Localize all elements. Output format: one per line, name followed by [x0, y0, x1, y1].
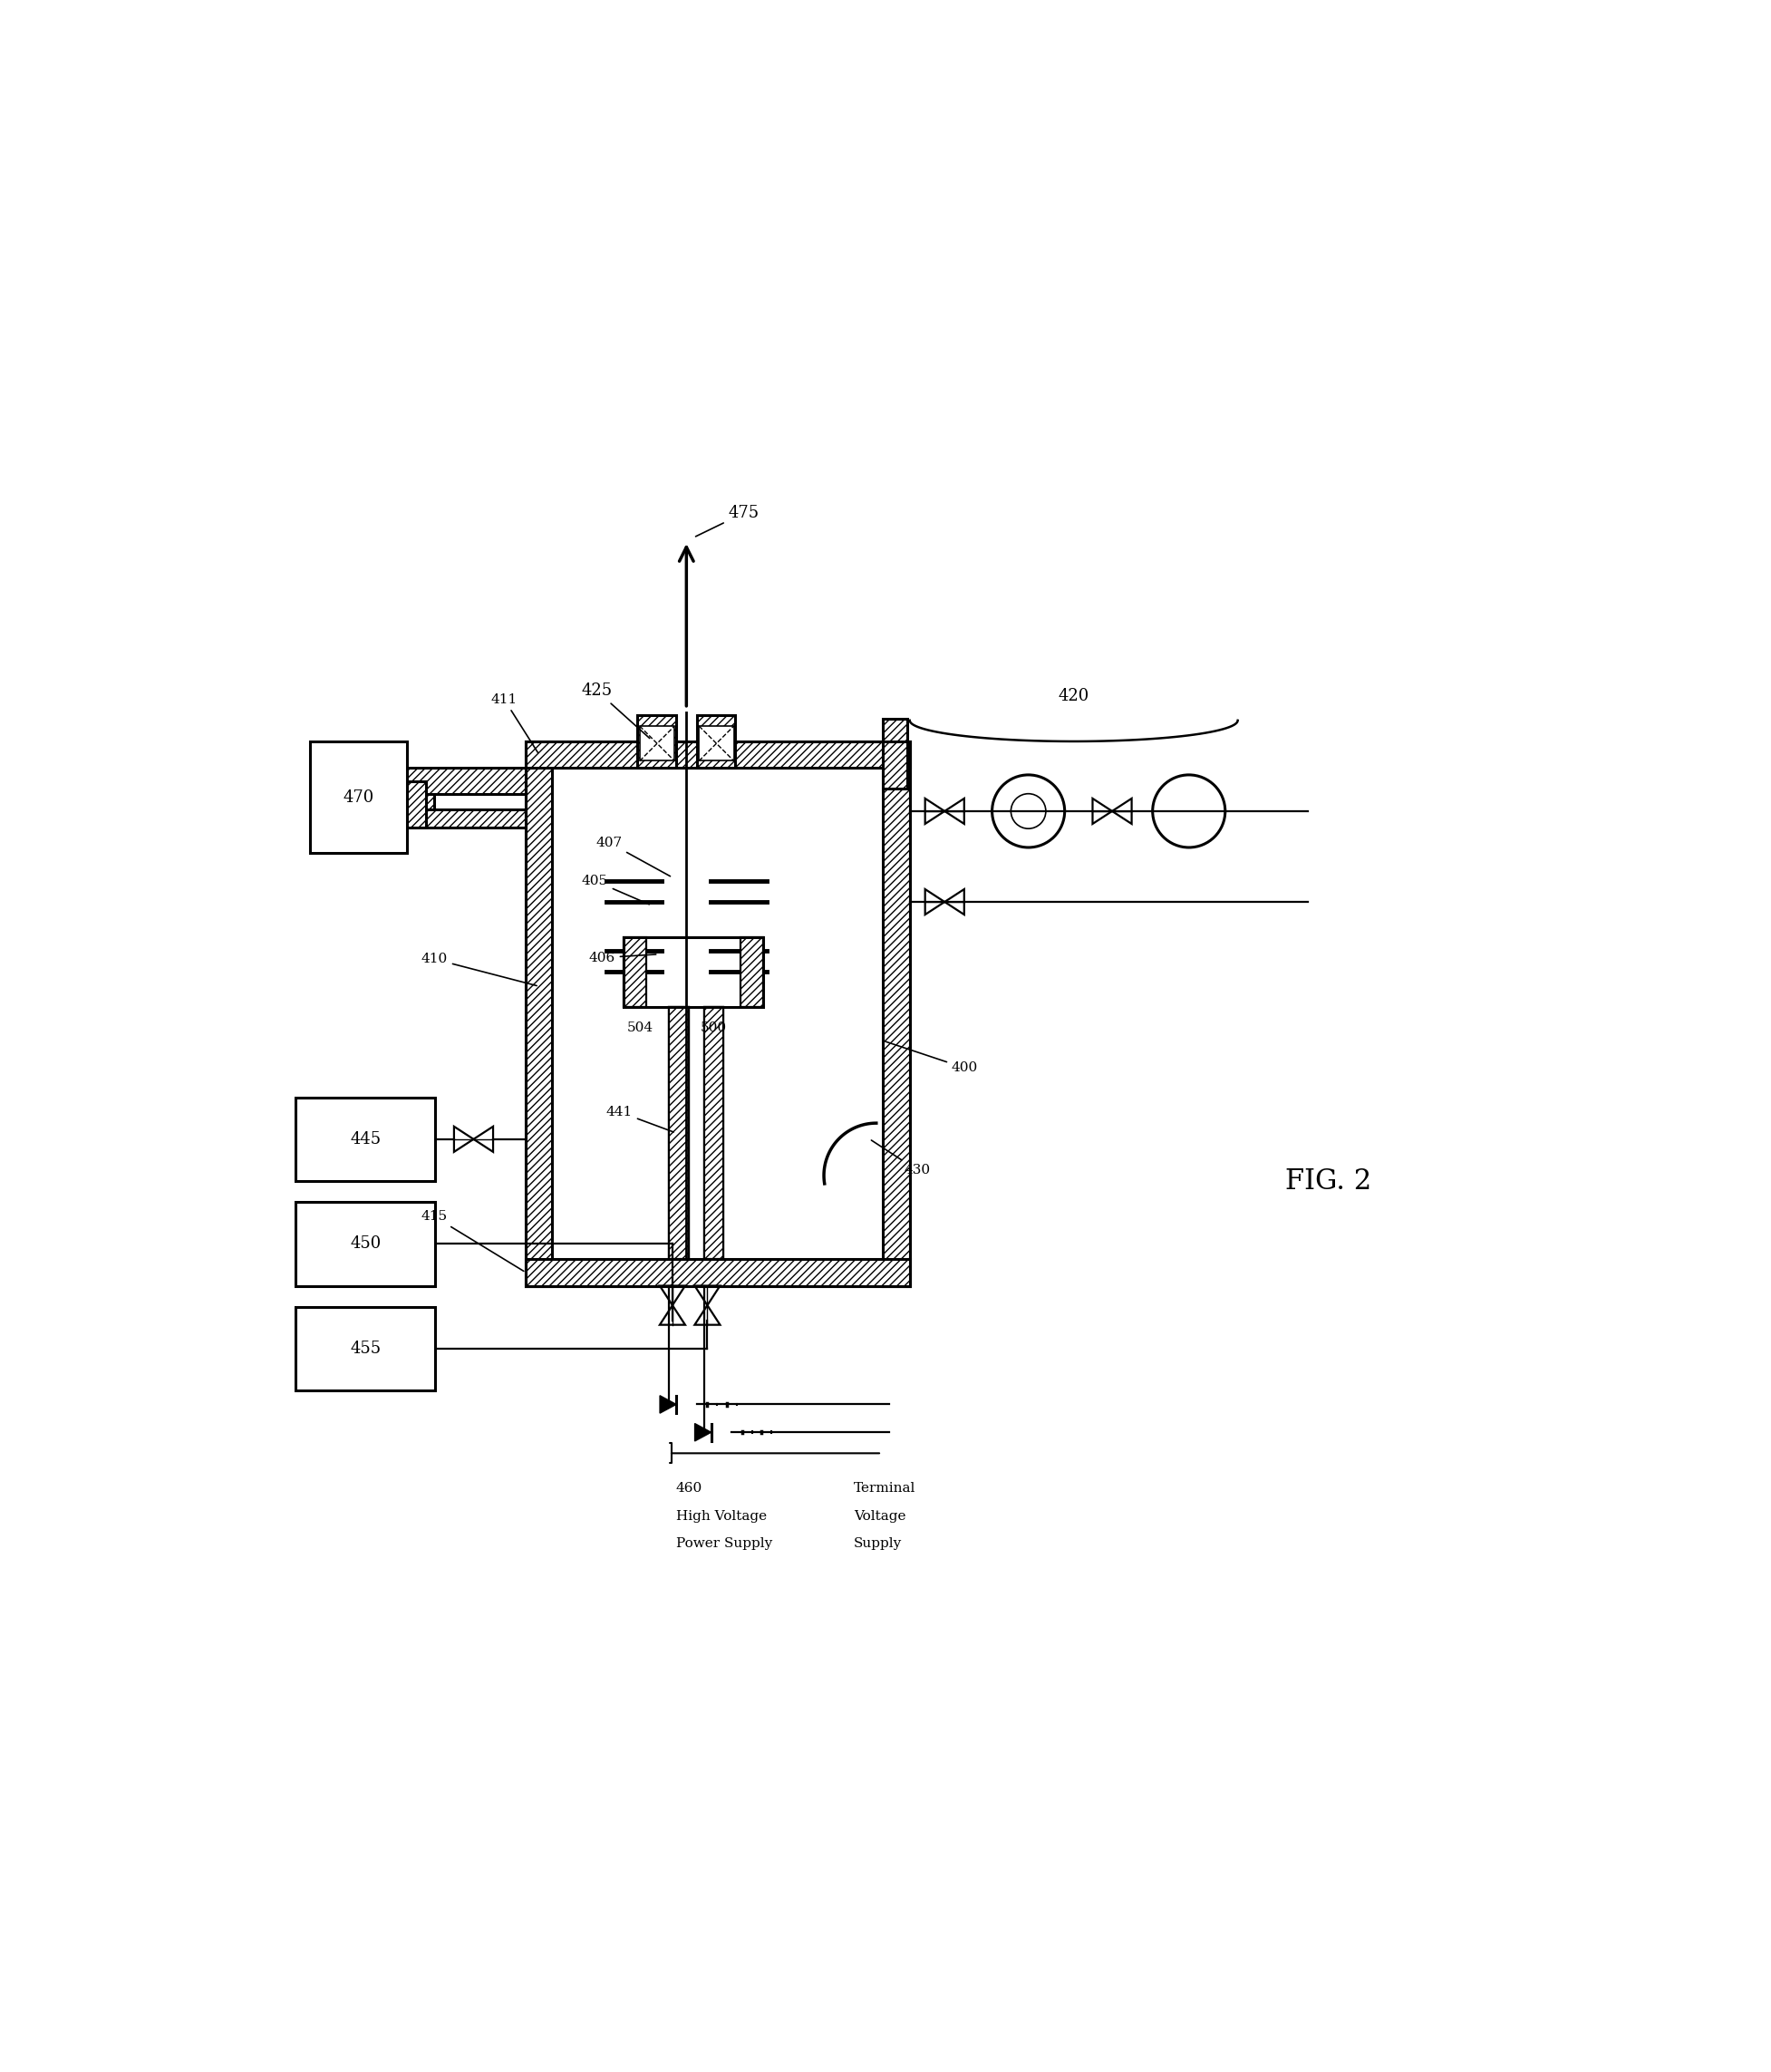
Bar: [296, 1098, 436, 1181]
Bar: [740, 937, 763, 1007]
Text: 415: 415: [421, 1210, 524, 1272]
Bar: [407, 794, 434, 816]
Bar: [623, 937, 763, 1007]
Bar: [646, 937, 740, 1007]
Bar: [407, 810, 526, 829]
Bar: [296, 1202, 436, 1287]
Text: 460: 460: [677, 1481, 703, 1494]
Bar: [639, 725, 675, 760]
Bar: [526, 742, 910, 769]
Text: 445: 445: [351, 1131, 381, 1148]
Text: Terminal: Terminal: [854, 1481, 916, 1494]
Text: Power Supply: Power Supply: [677, 1537, 772, 1550]
Bar: [296, 1307, 436, 1390]
Text: 500: 500: [700, 1021, 726, 1034]
Bar: [310, 742, 407, 854]
Bar: [638, 715, 677, 769]
Bar: [553, 769, 884, 1260]
Text: 470: 470: [344, 789, 374, 806]
Bar: [884, 742, 910, 1287]
Text: 430: 430: [871, 1140, 930, 1177]
Polygon shape: [694, 1423, 712, 1442]
Text: 504: 504: [627, 1021, 653, 1034]
Text: 411: 411: [491, 694, 538, 752]
Polygon shape: [661, 1397, 677, 1413]
Text: 425: 425: [581, 684, 650, 738]
Text: 405: 405: [581, 874, 650, 903]
Text: 407: 407: [595, 837, 669, 876]
Text: High Voltage: High Voltage: [677, 1510, 767, 1523]
Text: 455: 455: [351, 1341, 381, 1357]
Text: 420: 420: [1059, 688, 1089, 704]
Bar: [526, 742, 910, 1287]
Text: 410: 410: [421, 953, 537, 986]
Bar: [669, 1007, 689, 1260]
Text: FIG. 2: FIG. 2: [1286, 1167, 1371, 1196]
Text: 450: 450: [351, 1235, 381, 1251]
Bar: [700, 725, 733, 760]
Bar: [884, 719, 907, 789]
Text: 475: 475: [696, 506, 760, 537]
Text: 441: 441: [606, 1106, 673, 1131]
Bar: [703, 1007, 723, 1260]
Bar: [623, 937, 646, 1007]
Bar: [526, 742, 553, 1287]
Bar: [669, 1007, 689, 1260]
Bar: [689, 1007, 703, 1260]
Bar: [696, 715, 735, 769]
Bar: [703, 1007, 723, 1260]
Text: Voltage: Voltage: [854, 1510, 907, 1523]
Text: 400: 400: [886, 1042, 978, 1075]
Bar: [407, 781, 425, 829]
Text: 406: 406: [588, 951, 655, 963]
Bar: [526, 1260, 910, 1287]
Text: Supply: Supply: [854, 1537, 901, 1550]
Bar: [407, 769, 526, 794]
